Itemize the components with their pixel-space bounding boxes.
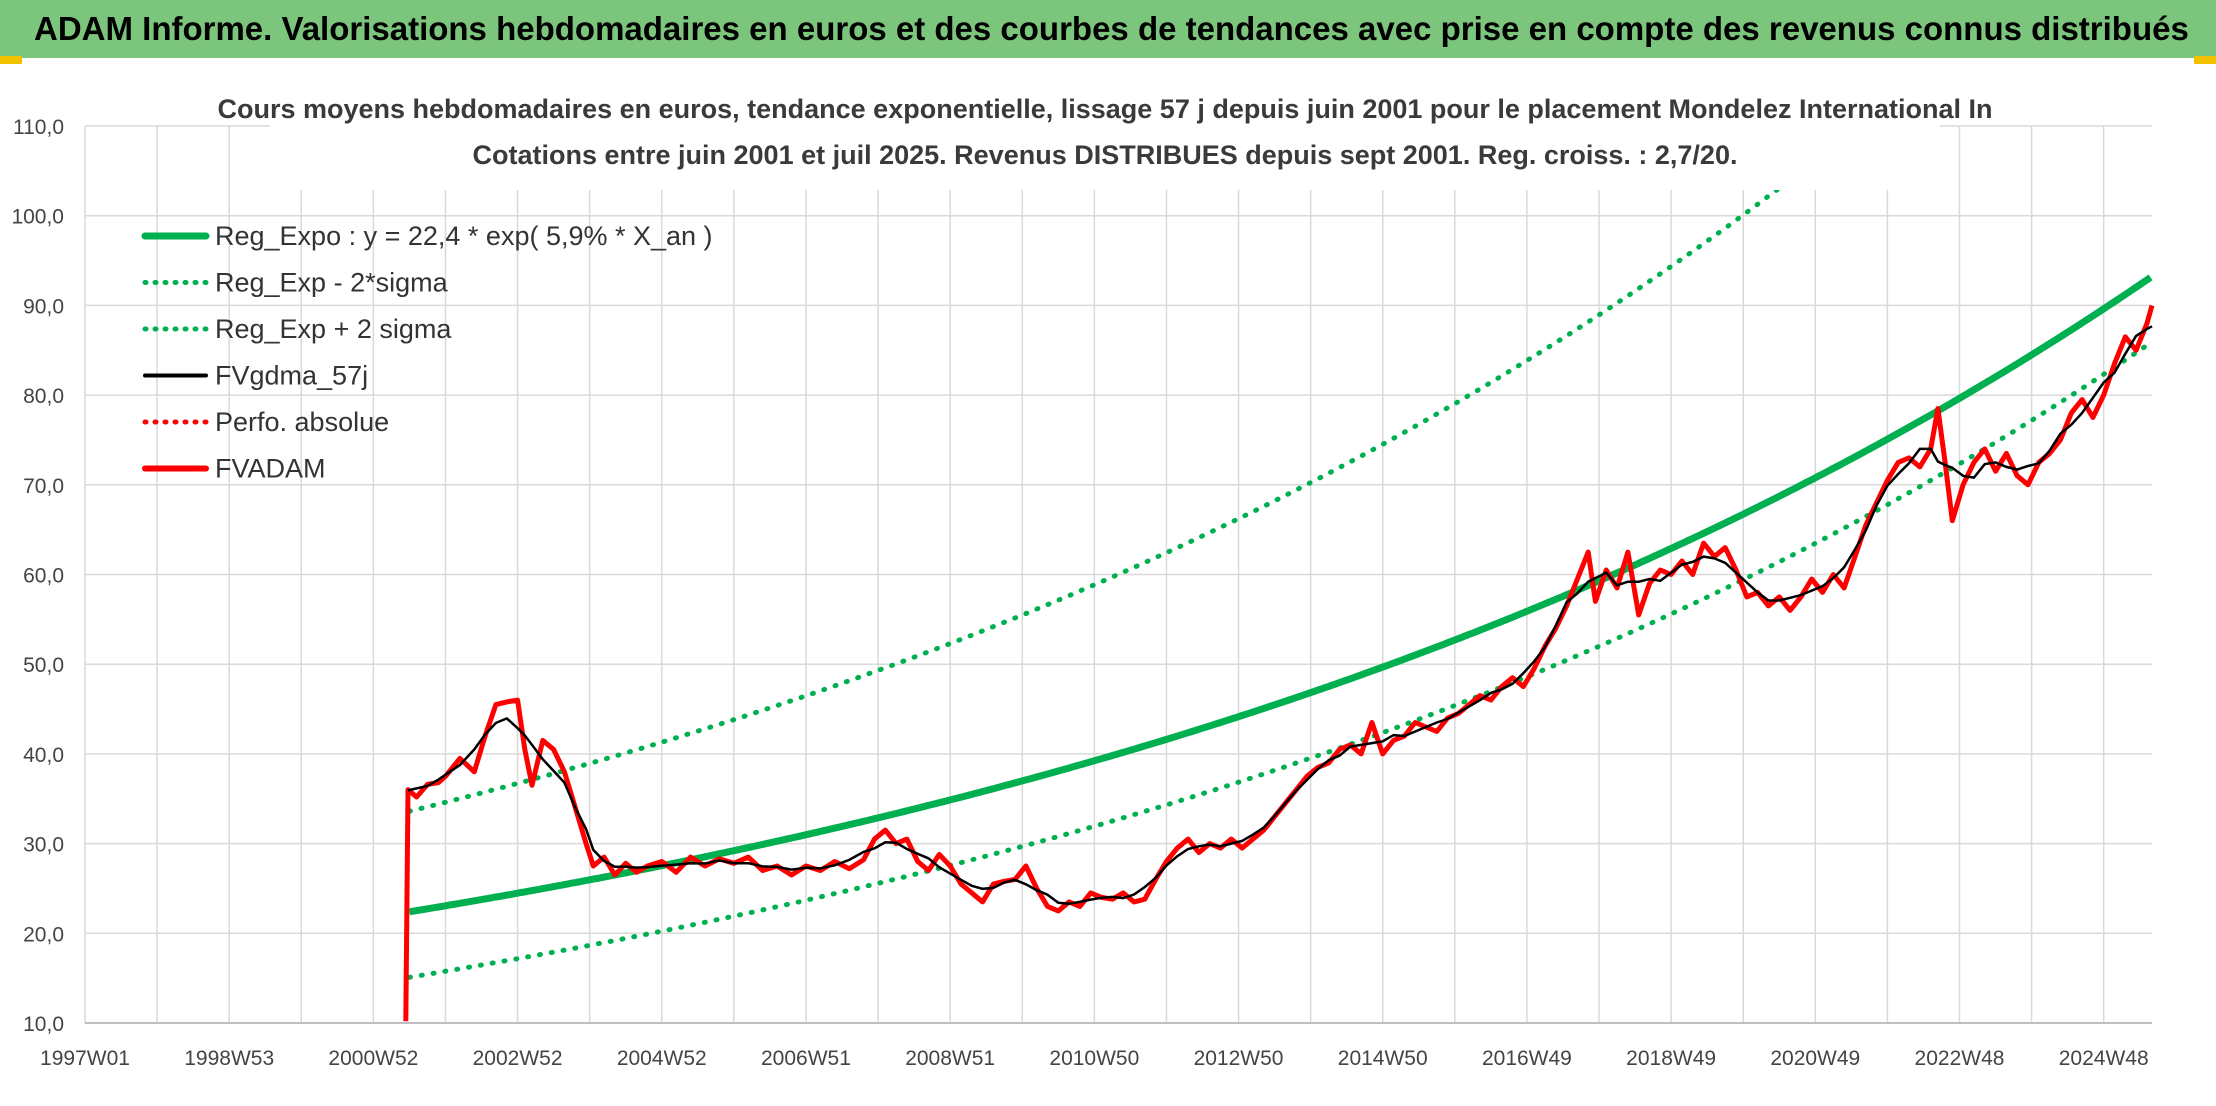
y-axis: 10,0 20,0 30,0 40,0 50,0 60,0 70,0 80,0 90,0 100,…: [11, 116, 64, 1036]
y-tick-label: 40,0: [23, 744, 64, 767]
y-tick-label: 80,0: [23, 385, 64, 408]
y-tick-label: 30,0: [23, 834, 64, 857]
legend-label: FVADAM: [215, 454, 326, 484]
legend-label: Reg_Exp + 2 sigma: [215, 314, 452, 344]
x-tick-label: 2006W51: [761, 1047, 851, 1070]
legend-label: Reg_Exp - 2*sigma: [215, 268, 449, 298]
legend-label: Perfo. absolue: [215, 407, 389, 437]
x-tick-label: 2008W51: [905, 1047, 995, 1070]
chart-title: Cours moyens hebdomadaires en euros, ten…: [218, 94, 1993, 124]
corner-marker-right: [2194, 56, 2216, 64]
chart-legend: Reg_Expo : y = 22,4 * exp( 5,9% * X_an )…: [141, 221, 713, 484]
y-tick-label: 20,0: [23, 923, 64, 946]
y-tick-label: 100,0: [11, 206, 64, 229]
y-tick-label: 90,0: [23, 295, 64, 318]
legend-label: Reg_Expo : y = 22,4 * exp( 5,9% * X_an ): [215, 221, 713, 251]
x-tick-label: 2016W49: [1482, 1047, 1572, 1070]
y-tick-label: 110,0: [13, 116, 64, 139]
x-tick-label: 2012W50: [1194, 1047, 1284, 1070]
x-tick-label: 2004W52: [617, 1047, 707, 1070]
y-tick-label: 10,0: [23, 1013, 64, 1036]
corner-marker-left: [0, 56, 22, 64]
x-tick-label: 2024W48: [2059, 1047, 2149, 1070]
grid-lines: [84, 125, 2152, 1024]
series-layer: [403, 123, 2155, 1022]
y-tick-label: 70,0: [23, 475, 64, 498]
x-tick-label: 2022W48: [1915, 1047, 2005, 1070]
x-tick-label: 1998W53: [184, 1047, 274, 1070]
x-tick-label: 2018W49: [1626, 1047, 1716, 1070]
y-tick-label: 60,0: [23, 565, 64, 588]
title-background: [270, 72, 1940, 190]
x-tick-label: 2020W49: [1770, 1047, 1860, 1070]
series-reg-exp-plus-2sigma: [406, 123, 1862, 814]
x-tick-label: 2000W52: [328, 1047, 418, 1070]
legend-label: FVgdma_57j: [215, 361, 368, 391]
y-tick-label: 50,0: [23, 654, 64, 677]
series-fvgdma-57j: [407, 325, 2153, 905]
x-tick-label: 2010W50: [1049, 1047, 1139, 1070]
chart-subtitle: Cotations entre juin 2001 et juil 2025. …: [473, 140, 1738, 170]
series-fvadam: [403, 304, 2155, 1022]
x-tick-label: 2002W52: [473, 1047, 563, 1070]
x-tick-label: 1997W01: [40, 1047, 130, 1070]
x-tick-label: 2014W50: [1338, 1047, 1428, 1070]
x-axis: 1997W01 1998W53 2000W52 2002W52 2004W52 2006W…: [40, 1022, 2152, 1070]
report-banner-title: ADAM Informe. Valorisations hebdomadaire…: [0, 0, 2216, 58]
trend-chart: 10,0 20,0 30,0 40,0 50,0 60,0 70,0 80,0 90,0 100,…: [11, 72, 2155, 1070]
series-reg-expo: [408, 274, 2153, 916]
